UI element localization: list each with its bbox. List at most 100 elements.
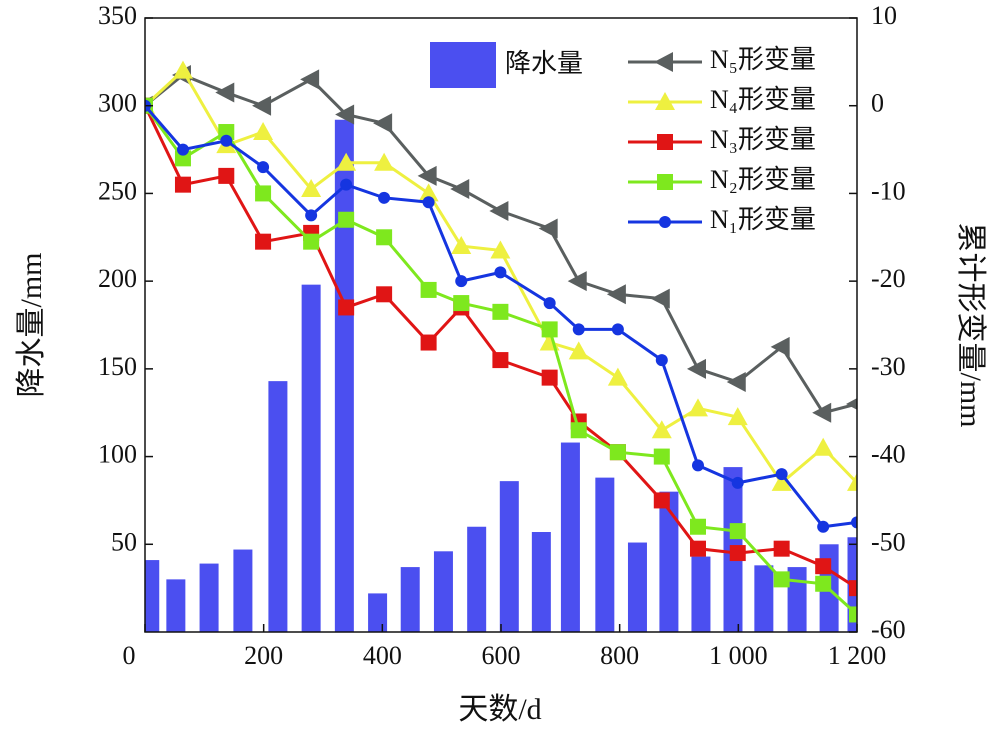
marker bbox=[849, 606, 857, 623]
bar bbox=[787, 567, 807, 632]
y-tick-label: 300 bbox=[98, 89, 137, 118]
bar bbox=[560, 442, 580, 632]
marker bbox=[686, 358, 706, 379]
bar bbox=[531, 532, 551, 632]
marker bbox=[422, 196, 435, 209]
marker bbox=[378, 191, 391, 204]
legend-marker bbox=[657, 174, 673, 190]
y2-tick-label: -40 bbox=[871, 440, 906, 469]
bar bbox=[595, 477, 615, 632]
marker bbox=[815, 558, 832, 575]
y2-tick-label: -20 bbox=[871, 264, 906, 293]
marker bbox=[773, 540, 790, 557]
marker bbox=[846, 398, 857, 410]
legend-label: 降水量 bbox=[505, 49, 583, 78]
marker bbox=[541, 369, 558, 386]
marker bbox=[572, 323, 585, 336]
marker bbox=[847, 472, 857, 491]
x-tick-label: 200 bbox=[244, 641, 283, 670]
bar bbox=[233, 549, 253, 632]
marker bbox=[655, 354, 668, 367]
marker bbox=[726, 372, 746, 393]
y-axis-label: 降水量/mm bbox=[15, 252, 48, 397]
marker bbox=[336, 152, 357, 171]
marker bbox=[218, 167, 235, 184]
marker bbox=[538, 218, 558, 239]
marker bbox=[340, 178, 353, 191]
marker bbox=[215, 82, 235, 103]
marker bbox=[609, 444, 626, 461]
marker bbox=[373, 113, 393, 134]
bar bbox=[199, 563, 219, 632]
x-tick-label: 1 200 bbox=[828, 641, 887, 670]
x-tick-label: 600 bbox=[482, 641, 521, 670]
bar bbox=[166, 579, 186, 632]
legend-marker bbox=[655, 92, 675, 110]
marker bbox=[300, 69, 320, 90]
marker bbox=[812, 402, 832, 423]
marker bbox=[376, 229, 393, 246]
marker bbox=[567, 271, 587, 292]
marker bbox=[174, 150, 191, 167]
bar bbox=[627, 542, 647, 632]
marker bbox=[689, 540, 706, 557]
marker bbox=[650, 288, 670, 309]
marker bbox=[490, 240, 511, 259]
marker bbox=[689, 518, 706, 535]
bar bbox=[754, 565, 774, 632]
marker bbox=[255, 185, 272, 202]
legend-label: N₄形变量 bbox=[710, 85, 816, 114]
marker bbox=[851, 516, 857, 529]
marker bbox=[455, 275, 468, 288]
y-tick-label: 150 bbox=[98, 352, 137, 381]
y2-tick-label: -60 bbox=[871, 615, 906, 644]
marker bbox=[813, 437, 834, 456]
marker bbox=[494, 266, 507, 279]
marker bbox=[252, 95, 272, 116]
marker bbox=[570, 422, 587, 439]
marker bbox=[727, 407, 748, 426]
bar bbox=[400, 567, 420, 632]
legend-marker bbox=[654, 52, 673, 72]
y2-tick-label: -50 bbox=[871, 527, 906, 556]
marker bbox=[691, 459, 704, 472]
marker bbox=[420, 334, 437, 351]
marker bbox=[653, 448, 670, 465]
marker bbox=[687, 398, 708, 417]
marker bbox=[255, 233, 272, 250]
marker bbox=[775, 468, 788, 481]
x-tick-label: 800 bbox=[600, 641, 639, 670]
legend-marker bbox=[657, 134, 673, 150]
marker bbox=[541, 321, 558, 338]
marker bbox=[376, 286, 393, 303]
marker bbox=[489, 200, 509, 221]
marker bbox=[218, 124, 235, 141]
marker bbox=[773, 571, 790, 588]
legend-label: N₂形变量 bbox=[710, 165, 816, 194]
bar bbox=[691, 556, 711, 632]
bar bbox=[368, 593, 388, 632]
marker bbox=[607, 367, 628, 386]
marker bbox=[451, 236, 472, 255]
legend-label: N₅形变量 bbox=[710, 45, 816, 74]
marker bbox=[176, 143, 189, 156]
marker bbox=[303, 233, 320, 250]
bar bbox=[301, 284, 321, 632]
y-tick-label: 350 bbox=[98, 1, 137, 30]
y2-tick-label: -10 bbox=[871, 176, 906, 205]
bar bbox=[433, 551, 453, 632]
y-tick-label: 200 bbox=[98, 264, 137, 293]
marker bbox=[420, 281, 437, 298]
marker bbox=[335, 104, 355, 125]
y2-tick-label: -30 bbox=[871, 352, 906, 381]
marker bbox=[568, 341, 589, 360]
marker bbox=[257, 161, 270, 174]
marker bbox=[338, 211, 355, 228]
marker bbox=[418, 183, 439, 202]
legend-label: N₃形变量 bbox=[710, 125, 816, 154]
marker bbox=[174, 176, 191, 193]
marker bbox=[253, 122, 274, 141]
bar bbox=[145, 560, 160, 632]
